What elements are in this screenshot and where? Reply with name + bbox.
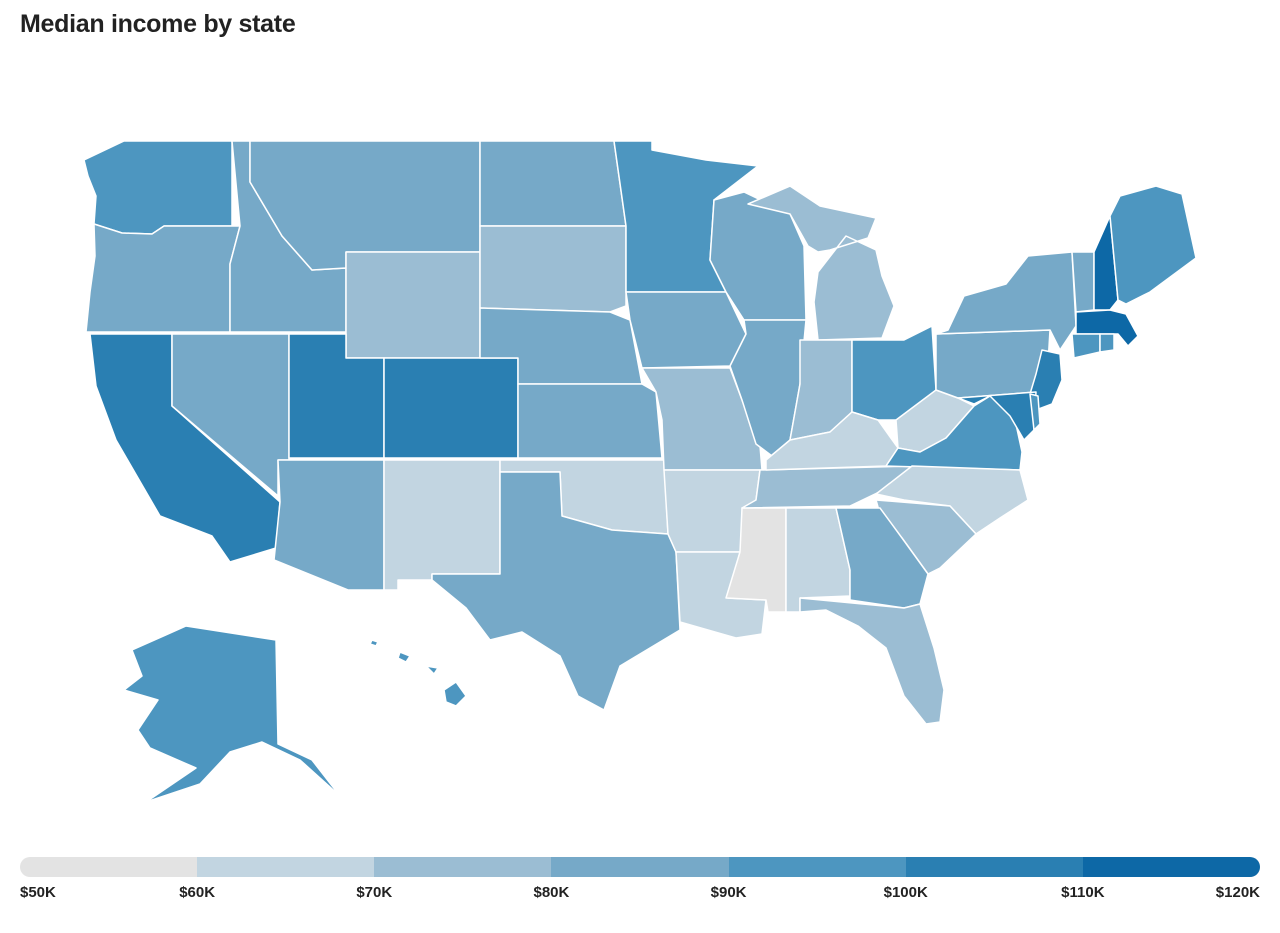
state-wyoming (345, 251, 481, 359)
state-kansas (517, 383, 663, 459)
state-michigan (747, 185, 895, 341)
legend-tick-label: $110K (1061, 884, 1105, 901)
legend-tick-label: $120K (1215, 884, 1260, 901)
legend: $50K $60K $70K $80K $90K $100K $110K $12… (20, 857, 1260, 901)
state-delaware (1029, 393, 1041, 431)
legend-tick-label: $100K (883, 884, 928, 901)
page-title: Median income by state (20, 10, 296, 38)
legend-tick-label: $70K (356, 884, 393, 901)
state-rhode-island (1099, 333, 1115, 353)
legend-swatch (1082, 857, 1260, 877)
legend-color-bar (20, 857, 1260, 877)
state-new-jersey (1029, 349, 1063, 411)
us-choropleth-map (83, 140, 1197, 803)
state-kentucky (765, 411, 899, 471)
state-washington (83, 140, 233, 235)
state-iowa (625, 291, 747, 369)
state-colorado (383, 357, 519, 459)
state-florida (799, 597, 945, 725)
state-new-mexico (383, 459, 501, 591)
legend-tick-labels: $50K $60K $70K $80K $90K $100K $110K $12… (20, 884, 1260, 904)
legend-swatch (20, 857, 198, 877)
state-connecticut (1071, 333, 1101, 359)
state-maine (1109, 185, 1197, 305)
state-alaska (123, 625, 341, 803)
state-texas (431, 471, 681, 711)
legend-tick-label: $80K (533, 884, 570, 901)
state-vermont (1071, 251, 1095, 313)
legend-swatch (905, 857, 1083, 877)
state-arizona (273, 459, 385, 591)
state-hawaii (369, 639, 467, 707)
state-oregon (85, 223, 241, 333)
legend-swatch (728, 857, 906, 877)
legend-swatch (197, 857, 375, 877)
legend-tick-label: $90K (710, 884, 747, 901)
state-south-dakota (479, 225, 627, 313)
legend-swatch (374, 857, 552, 877)
legend-swatch (551, 857, 729, 877)
state-virginia (885, 395, 1023, 471)
legend-tick-label: $60K (179, 884, 216, 901)
legend-tick-label: $50K (20, 884, 56, 901)
state-north-dakota (479, 140, 627, 227)
